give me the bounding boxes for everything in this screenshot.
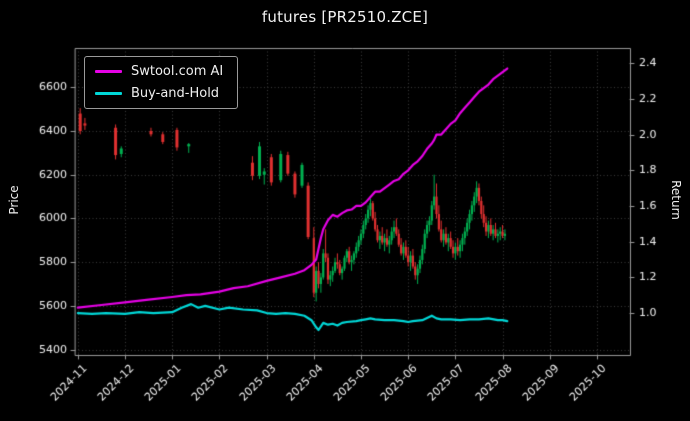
buy-and-hold-line-swatch	[95, 92, 122, 95]
return-axis-label: Return	[669, 180, 683, 220]
legend-label-buy-and-hold: Buy-and-Hold	[131, 86, 220, 101]
legend-item-ai: Swtool.com AI	[95, 64, 223, 79]
legend: Swtool.com AI Buy-and-Hold	[84, 56, 239, 109]
legend-label-ai: Swtool.com AI	[131, 64, 224, 79]
chart-title: futures [PR2510.ZCE]	[261, 8, 429, 26]
ai-line-swatch	[95, 70, 122, 73]
price-axis-label: Price	[7, 185, 21, 215]
legend-item-buy-and-hold: Buy-and-Hold	[95, 86, 223, 101]
